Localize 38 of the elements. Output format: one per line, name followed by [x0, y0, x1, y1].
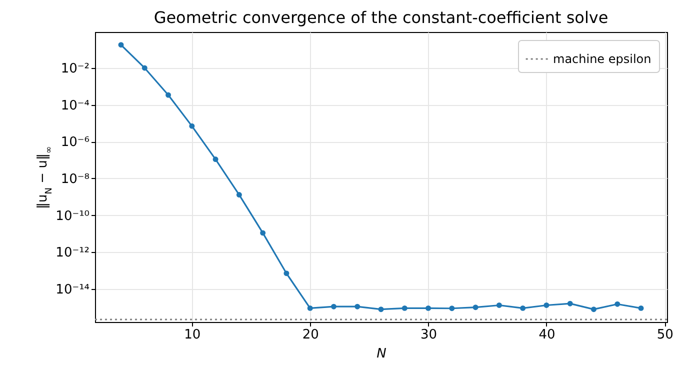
y-tick-label: 10⁻² — [60, 61, 90, 76]
x-tick-label: 30 — [420, 328, 438, 342]
point — [614, 301, 620, 307]
point — [449, 306, 455, 312]
x-tick-label: 20 — [302, 328, 319, 342]
point — [378, 306, 384, 312]
point — [402, 305, 408, 311]
point — [307, 305, 313, 311]
point — [590, 306, 596, 312]
point — [520, 305, 526, 311]
point — [426, 305, 432, 311]
x-tick-label: 40 — [538, 328, 556, 342]
x-tick-label: 10 — [184, 328, 201, 342]
x-axis-title: N — [376, 346, 387, 362]
point — [212, 156, 218, 162]
point — [142, 65, 148, 71]
y-tick-label: 10⁻¹⁰ — [56, 208, 90, 224]
point — [330, 304, 336, 310]
point — [284, 270, 290, 276]
y-tick-label: 10⁻⁴ — [60, 98, 90, 114]
y-tick-label: 10⁻⁸ — [60, 172, 90, 187]
point — [638, 305, 644, 311]
point — [166, 92, 172, 98]
point — [118, 42, 124, 48]
point — [189, 123, 195, 129]
point — [567, 300, 573, 306]
legend-label: machine epsilon — [553, 52, 652, 66]
y-tick-label: 10⁻¹² — [56, 246, 90, 261]
point — [260, 230, 266, 236]
y-tick-label: 10⁻⁶ — [60, 135, 90, 150]
chart-title: Geometric convergence of the constant-coefficient solve — [154, 8, 608, 27]
point — [236, 192, 242, 198]
y-tick-label: 10⁻¹⁴ — [56, 282, 90, 298]
x-tick-label: 50 — [656, 328, 674, 342]
point — [496, 302, 502, 308]
point — [354, 304, 360, 310]
point — [472, 304, 478, 310]
point — [544, 302, 550, 308]
